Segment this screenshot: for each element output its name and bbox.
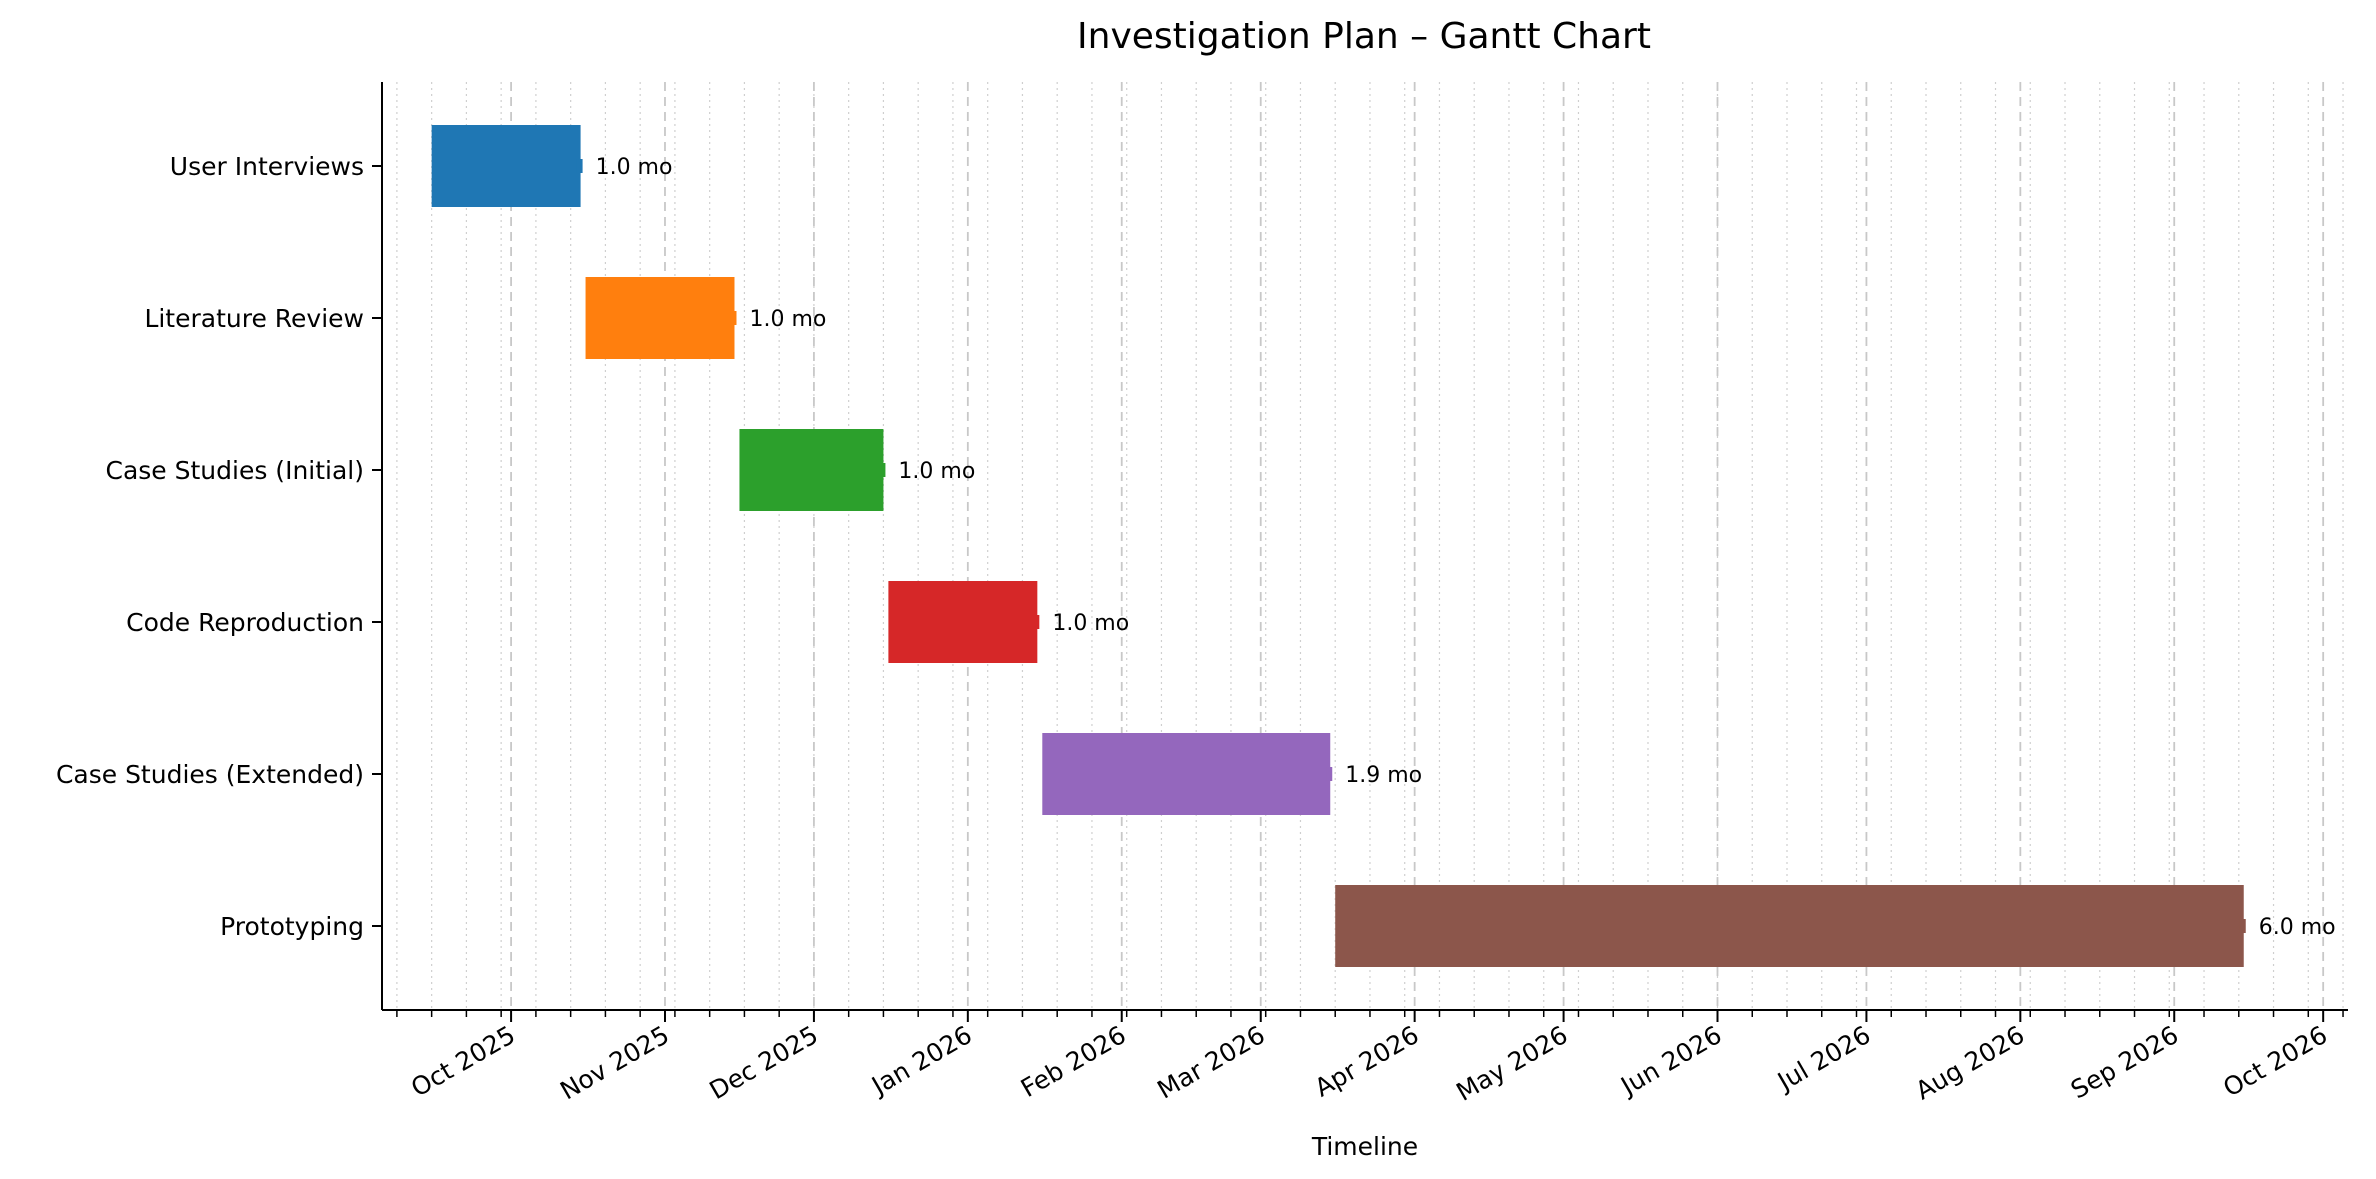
x-tick-label: Aug 2026 xyxy=(1911,1020,2030,1105)
x-tick-label: Apr 2026 xyxy=(1310,1020,1424,1103)
chart-title: Investigation Plan – Gantt Chart xyxy=(1077,16,1651,57)
task-labels: User Interviews Literature Review Case Stu… xyxy=(56,152,382,941)
x-tick-label: Jun 2026 xyxy=(1614,1020,1726,1101)
task-label: Case Studies (Extended) xyxy=(56,760,364,789)
duration-label: 1.0 mo xyxy=(898,459,975,484)
bar-end-cap xyxy=(879,463,886,477)
duration-label: 6.0 mo xyxy=(2259,915,2336,940)
bar-end-cap xyxy=(1326,767,1333,781)
bar-end-cap xyxy=(1033,615,1040,629)
duration-label: 1.0 mo xyxy=(749,307,826,332)
task-bar xyxy=(1042,733,1331,815)
task-bar xyxy=(1335,885,2244,967)
x-tick-label: Sep 2026 xyxy=(2066,1020,2183,1104)
x-tick-label: Mar 2026 xyxy=(1152,1020,1269,1104)
bar-end-cap xyxy=(2239,919,2246,933)
task-label: Prototyping xyxy=(220,912,364,941)
task-bar xyxy=(431,125,581,207)
task-label: User Interviews xyxy=(170,152,364,181)
task-bar xyxy=(888,581,1038,663)
x-tick-label: Oct 2026 xyxy=(2218,1020,2332,1103)
task-label: Case Studies (Initial) xyxy=(106,456,365,485)
x-tick-label: Feb 2026 xyxy=(1016,1020,1131,1103)
x-tick-label: Nov 2025 xyxy=(555,1020,674,1105)
duration-label: 1.0 mo xyxy=(1052,611,1129,636)
grid-lines xyxy=(396,82,2344,1010)
x-ticks: Oct 2025 Nov 2025 Dec 2025 Jan 2026 Feb 2026… xyxy=(396,1010,2344,1107)
x-axis-label: Timeline xyxy=(1311,1132,1418,1161)
task-label: Literature Review xyxy=(144,304,364,333)
bars: 1.0 mo 1.0 mo 1.0 mo 1.0 mo 1.9 mo 6.0 mo xyxy=(431,125,2336,967)
task-bar xyxy=(585,277,735,359)
duration-label: 1.9 mo xyxy=(1345,763,1422,788)
x-tick-label: Jan 2026 xyxy=(865,1020,977,1101)
axes xyxy=(381,82,2348,1011)
task-bar xyxy=(739,429,884,511)
x-tick-label: Jul 2026 xyxy=(1771,1020,1875,1097)
bar-end-cap xyxy=(730,311,737,325)
x-tick-label: May 2026 xyxy=(1451,1020,1572,1107)
duration-label: 1.0 mo xyxy=(596,155,673,180)
bar-end-cap xyxy=(576,159,583,173)
x-tick-label: Oct 2025 xyxy=(406,1020,520,1103)
x-tick-label: Dec 2025 xyxy=(705,1020,823,1105)
task-label: Code Reproduction xyxy=(126,608,364,637)
